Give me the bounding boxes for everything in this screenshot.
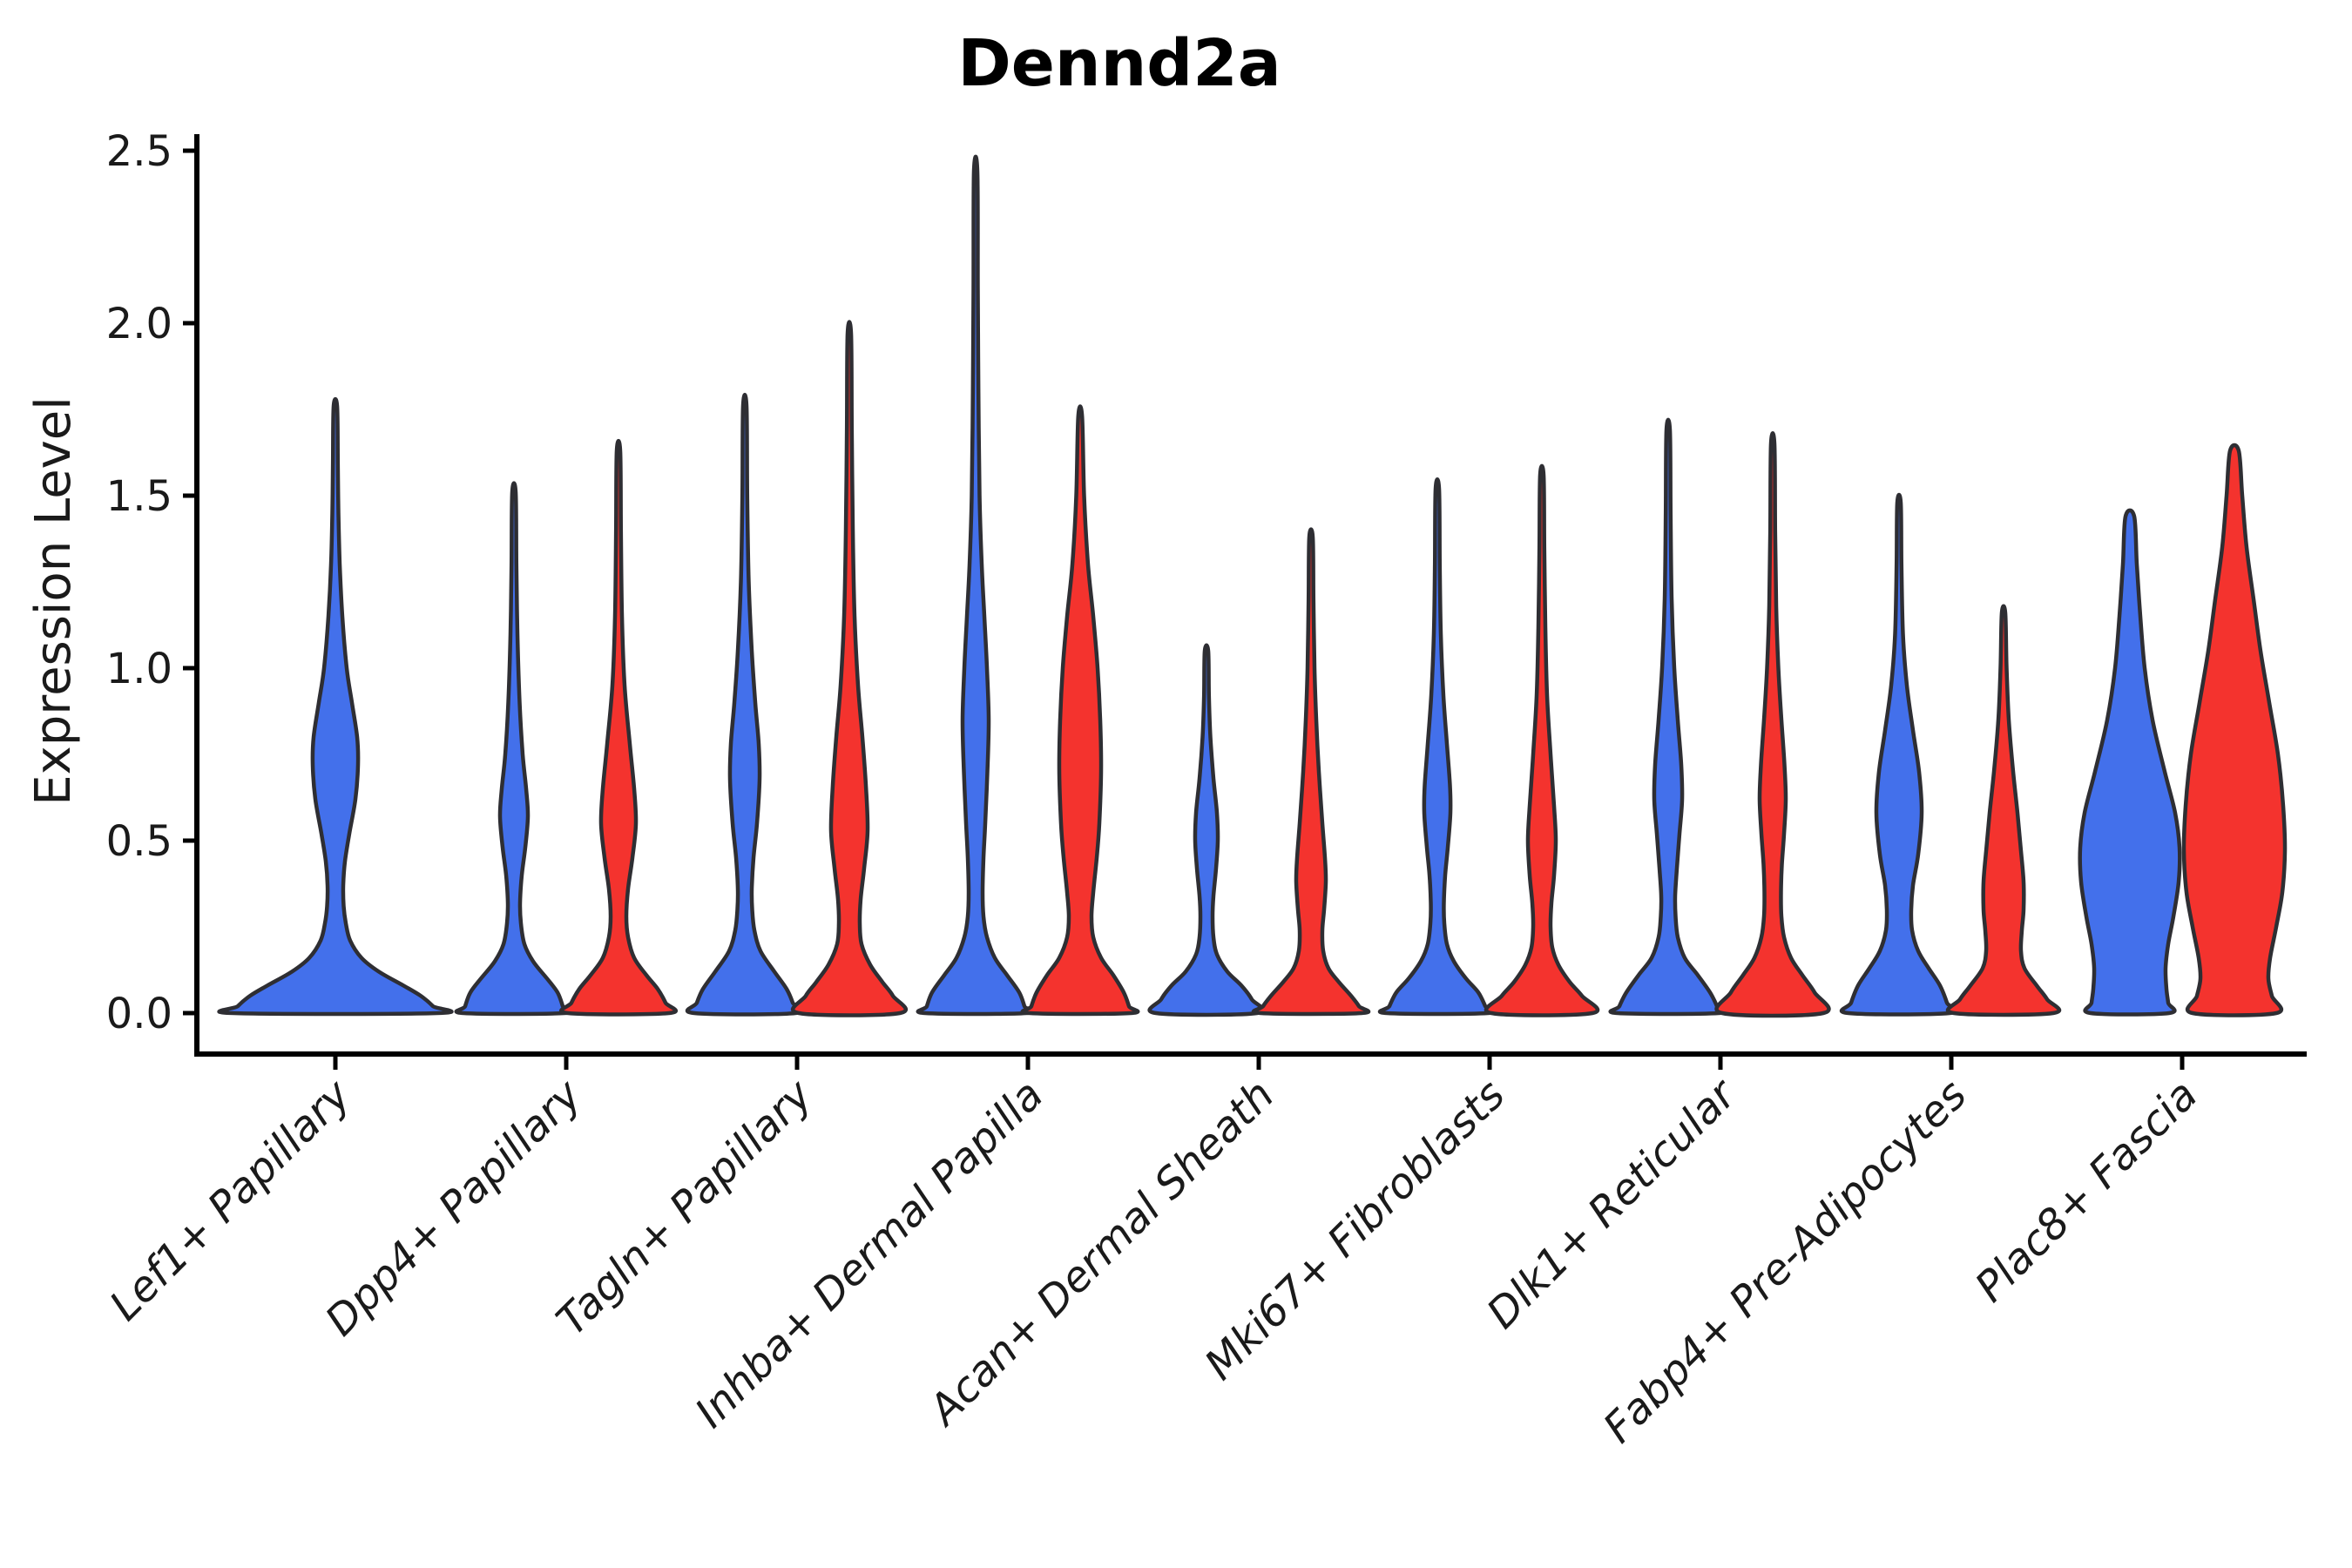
axis-spines	[194, 134, 2307, 1057]
y-tick-label: 1.0	[106, 645, 172, 693]
y-tick-label: 2.0	[106, 300, 172, 348]
violin-dlk1-reticular-blue	[1608, 417, 1728, 1017]
violin-mki67-fibroblasts-blue	[1377, 476, 1497, 1017]
violin-inhba-dermal-papilla-red	[1020, 404, 1140, 1017]
violin-shapes	[217, 154, 2288, 1018]
violin-plac8-fascia-blue	[2078, 508, 2182, 1017]
violin-dpp4-papillary-red	[559, 438, 678, 1017]
violin-dlk1-reticular-red	[1714, 430, 1831, 1018]
violin-lef1-papillary-blue	[217, 396, 454, 1017]
violin-acan-dermal-sheath-red	[1251, 527, 1371, 1017]
violin-mki67-fibroblasts-red	[1484, 463, 1600, 1017]
y-axis-ticks: 0.0 0.5 1.0 1.5 2.0 2.5	[106, 127, 197, 1038]
y-axis-label: Expression Level	[25, 396, 82, 806]
violin-fabp4-pre-adipocytes-red	[1945, 604, 2062, 1017]
y-tick-label: 2.5	[106, 127, 172, 176]
violin-tagln-papillary-red	[790, 320, 909, 1017]
y-tick-label: 0.5	[106, 817, 172, 866]
y-tick-label: 1.5	[106, 472, 172, 521]
violin-fabp4-pre-adipocytes-blue	[1839, 492, 1959, 1017]
y-tick-label: 0.0	[106, 990, 172, 1038]
violin-tagln-papillary-blue	[685, 392, 805, 1017]
violin-plac8-fascia-red	[2181, 443, 2288, 1017]
chart-title: Dennd2a	[957, 26, 1281, 101]
